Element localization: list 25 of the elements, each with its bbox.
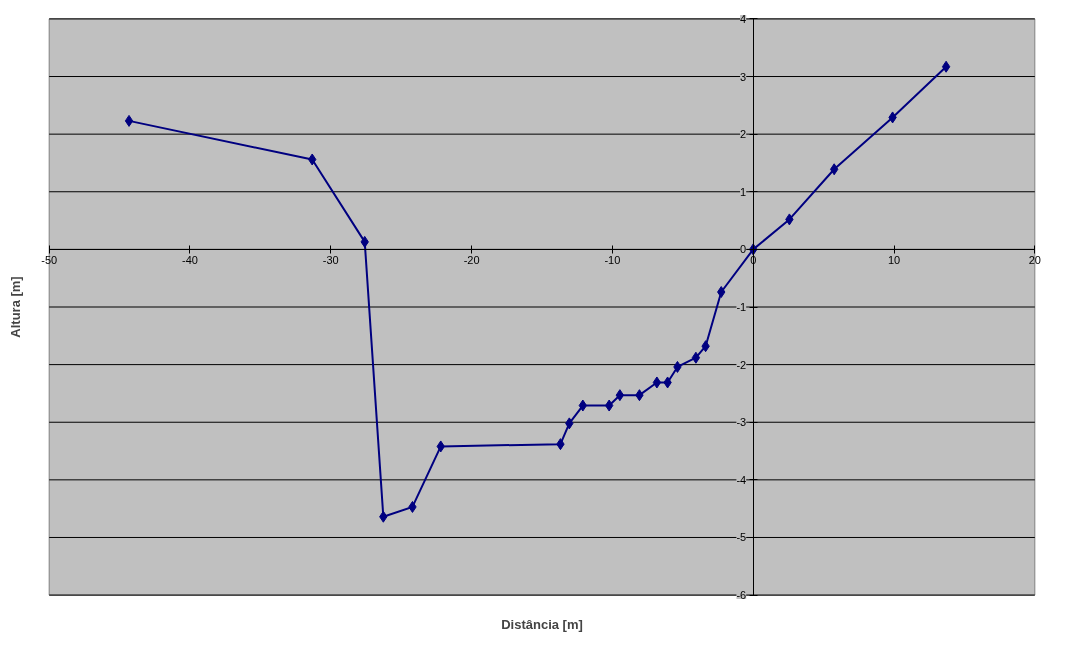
- point: [691, 351, 701, 364]
- y-tick-label: 3: [740, 70, 747, 83]
- y-tick-label: -1: [736, 301, 747, 313]
- y-tick-label: -5: [736, 531, 747, 544]
- y-tick-label: 4: [740, 12, 747, 25]
- x-tick-label: -40: [182, 254, 198, 267]
- y-axis-title: Altura [m]: [7, 276, 23, 338]
- y-tick-label: -3: [736, 416, 747, 429]
- point: [124, 114, 134, 127]
- point: [615, 389, 625, 402]
- point: [652, 376, 662, 389]
- x-tick-label: -10: [604, 254, 621, 267]
- point: [941, 60, 951, 73]
- y-tick-label: -4: [736, 473, 747, 486]
- x-tick-label: 20: [1028, 254, 1041, 267]
- y-tick-label: -6: [736, 589, 747, 602]
- y-tick-label: 0: [740, 243, 747, 256]
- x-tick-label: 10: [887, 254, 901, 267]
- x-tick-label: -20: [463, 254, 480, 267]
- y-tick-label: 1: [740, 185, 747, 198]
- x-axis-title: Distância [m]: [501, 616, 583, 632]
- x-tick-label: -30: [322, 254, 339, 267]
- x-tick-label: -50: [41, 254, 58, 267]
- y-tick-label: 2: [740, 128, 747, 141]
- y-tick-label: -2: [736, 358, 747, 371]
